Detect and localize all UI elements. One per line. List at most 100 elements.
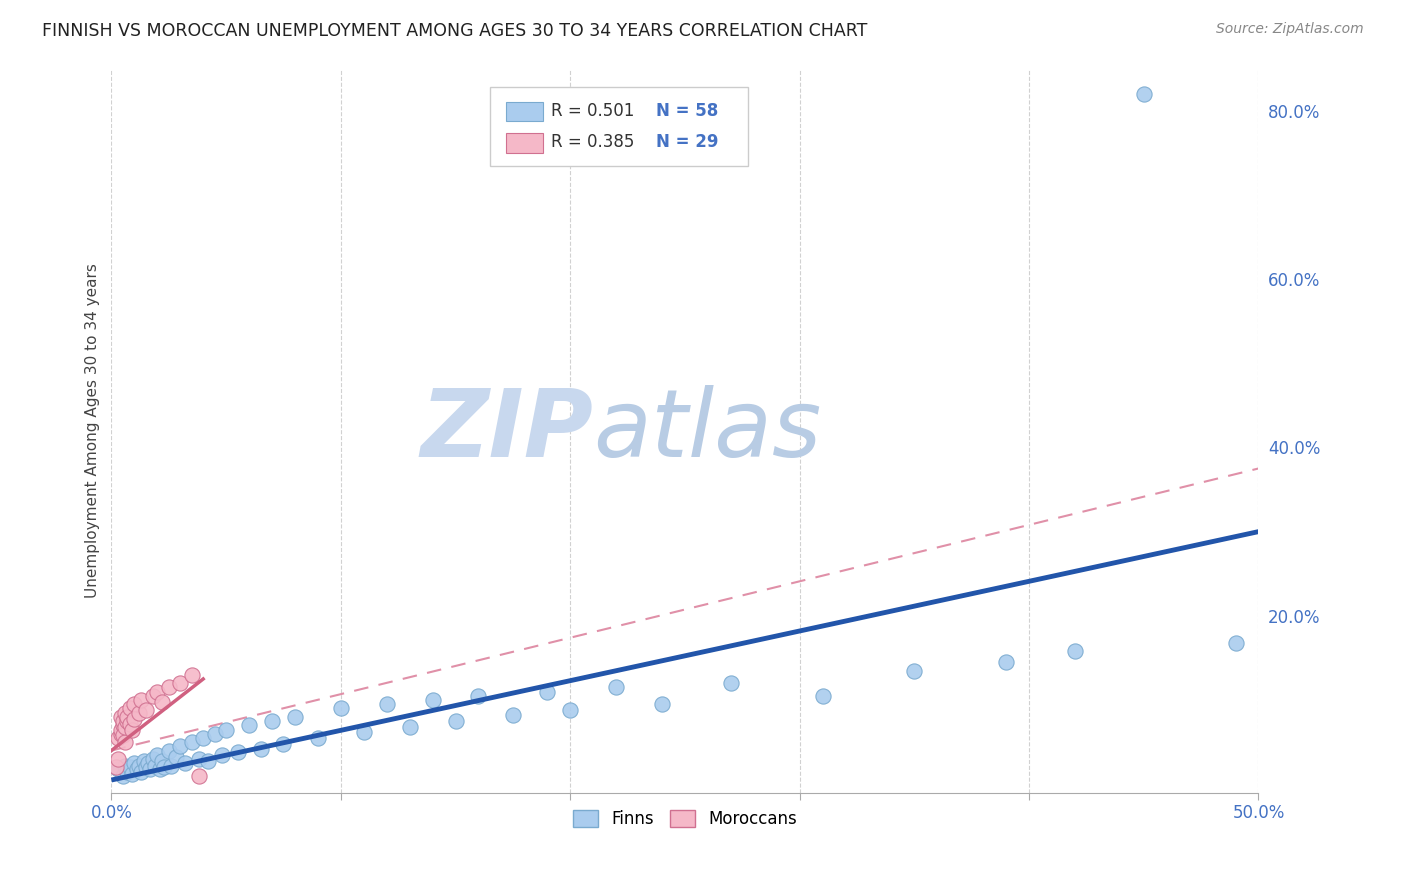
Point [903, 664, 925, 678]
Point [124, 712, 146, 726]
Point [536, 684, 558, 698]
Point [157, 681, 180, 695]
Point [149, 762, 172, 776]
Point [353, 725, 375, 739]
Legend: Finns, Moroccans: Finns, Moroccans [567, 804, 804, 835]
Point [160, 758, 183, 772]
Point [111, 718, 134, 732]
Point [118, 760, 141, 774]
Point [114, 758, 136, 772]
Point [238, 718, 260, 732]
Y-axis label: Unemployment Among Ages 30 to 34 years: Unemployment Among Ages 30 to 34 years [86, 263, 100, 598]
Point [146, 747, 169, 762]
Point [146, 684, 169, 698]
Point [211, 747, 233, 762]
Point [125, 762, 148, 776]
Point [249, 742, 271, 756]
Point [169, 739, 191, 754]
Point [215, 723, 238, 737]
Point [118, 701, 141, 715]
Point [124, 756, 146, 771]
Point [811, 689, 834, 703]
Point [124, 698, 146, 712]
Point [117, 764, 139, 779]
Point [121, 767, 143, 781]
Point [110, 727, 132, 741]
FancyBboxPatch shape [506, 133, 543, 153]
Point [605, 681, 627, 695]
Point [329, 701, 352, 715]
Point [128, 706, 150, 720]
Point [150, 754, 173, 768]
Point [1132, 87, 1154, 101]
Point [187, 769, 209, 783]
Text: Source: ZipAtlas.com: Source: ZipAtlas.com [1216, 22, 1364, 37]
Point [720, 676, 742, 690]
Point [111, 714, 134, 728]
Point [197, 754, 219, 768]
Text: ZIP: ZIP [420, 384, 593, 476]
Point [995, 655, 1018, 669]
Text: R = 0.501: R = 0.501 [551, 103, 634, 120]
Point [165, 750, 187, 764]
Point [114, 720, 136, 734]
Point [121, 723, 143, 737]
Point [129, 764, 152, 779]
Point [107, 762, 129, 776]
Point [502, 708, 524, 723]
Text: atlas: atlas [593, 385, 821, 476]
Point [651, 698, 673, 712]
Point [398, 720, 420, 734]
Point [467, 689, 489, 703]
Point [307, 731, 329, 745]
Point [173, 756, 195, 771]
Point [132, 754, 155, 768]
Point [560, 703, 582, 717]
Point [169, 676, 191, 690]
Point [1225, 636, 1247, 650]
Point [111, 728, 134, 742]
Point [135, 703, 157, 717]
Point [114, 706, 136, 720]
Point [180, 735, 202, 749]
Point [110, 723, 132, 737]
Point [110, 710, 132, 724]
FancyBboxPatch shape [506, 102, 543, 121]
Point [187, 752, 209, 766]
Text: N = 58: N = 58 [657, 103, 718, 120]
Point [142, 689, 165, 703]
Point [273, 737, 295, 751]
Point [118, 716, 141, 731]
Text: FINNISH VS MOROCCAN UNEMPLOYMENT AMONG AGES 30 TO 34 YEARS CORRELATION CHART: FINNISH VS MOROCCAN UNEMPLOYMENT AMONG A… [42, 22, 868, 40]
Point [139, 762, 162, 776]
Point [204, 727, 226, 741]
Text: N = 29: N = 29 [657, 134, 718, 152]
Point [157, 743, 180, 757]
Point [422, 693, 444, 707]
Point [153, 760, 176, 774]
Point [226, 745, 249, 759]
Point [375, 698, 398, 712]
FancyBboxPatch shape [489, 87, 748, 166]
Point [128, 758, 150, 772]
Point [142, 752, 165, 766]
Point [135, 760, 157, 774]
Point [444, 714, 467, 728]
Point [1064, 644, 1087, 658]
Point [107, 752, 129, 766]
Point [107, 731, 129, 745]
Point [260, 714, 283, 728]
Point [143, 758, 166, 772]
Point [117, 710, 139, 724]
Point [180, 667, 202, 681]
Point [284, 710, 307, 724]
Point [193, 731, 215, 745]
Point [150, 695, 173, 709]
Point [136, 756, 159, 771]
Text: R = 0.385: R = 0.385 [551, 134, 634, 152]
Point [117, 714, 139, 728]
Point [111, 769, 134, 783]
Point [105, 760, 128, 774]
Point [114, 735, 136, 749]
Point [129, 693, 152, 707]
